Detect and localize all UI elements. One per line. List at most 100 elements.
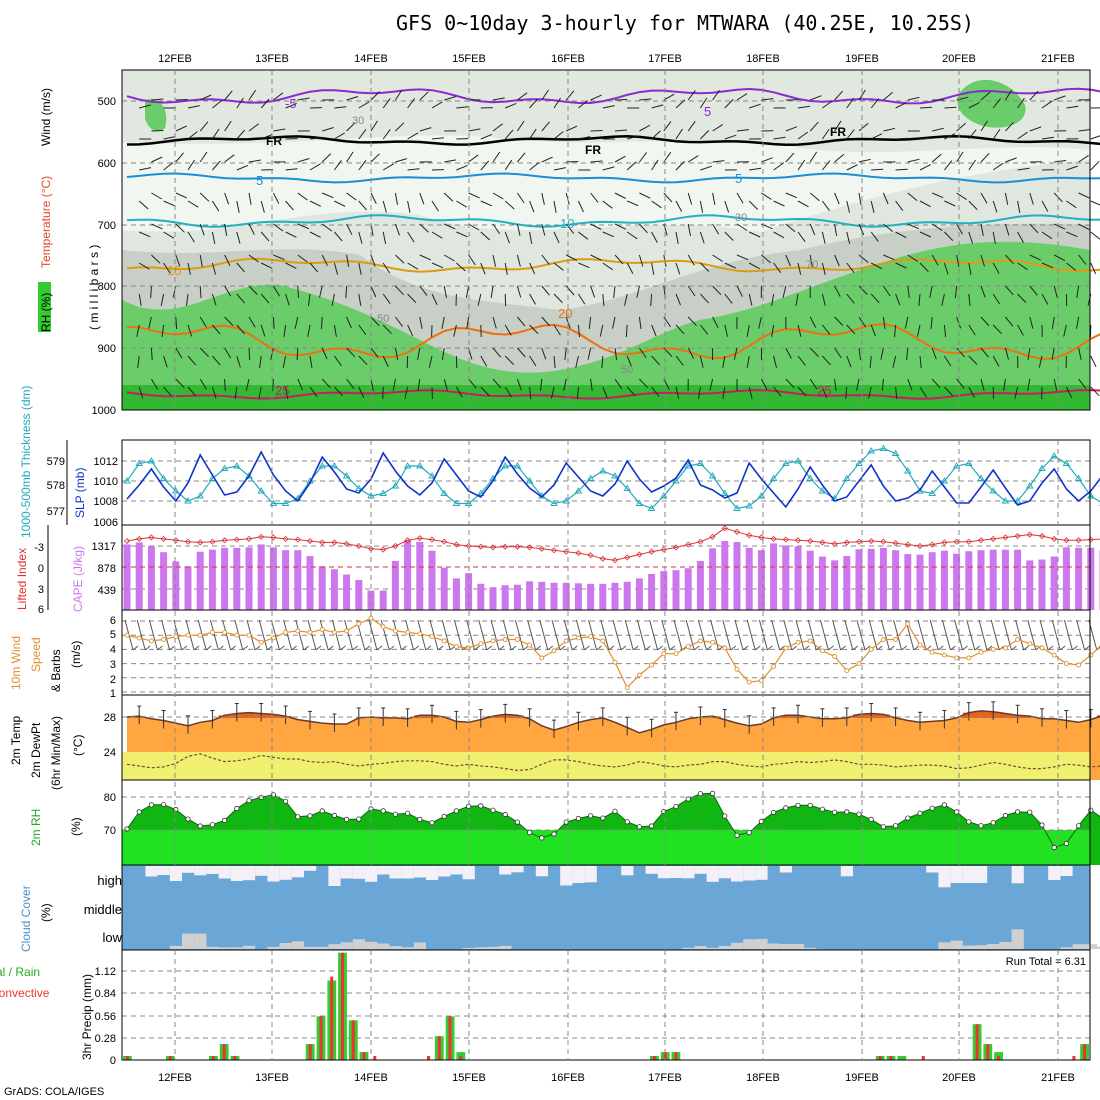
temperature-axis-label: Temperature (°C): [39, 176, 53, 268]
upper-wind-barb: [175, 125, 187, 132]
upper-wind-barb: [211, 128, 220, 140]
lifted-index-point: [819, 539, 826, 546]
rh-point: [539, 835, 545, 841]
cape-bar: [404, 540, 412, 610]
upper-wind-barb: [224, 378, 226, 392]
thickness-point: [782, 459, 790, 466]
surface-wind-barb: [1023, 645, 1029, 651]
upper-wind-barb: [675, 355, 684, 366]
thickness-point: [1026, 482, 1034, 489]
upper-wind-barb: [773, 231, 785, 239]
upper-wind-barb: [638, 347, 647, 359]
cape-bar: [294, 550, 302, 610]
cape-bar: [721, 541, 729, 610]
lifted-index-point: [1038, 532, 1046, 540]
upper-wind-barb: [138, 200, 149, 210]
upper-wind-barb: [639, 152, 647, 163]
upper-wind-barb: [577, 293, 586, 305]
wind-speed-point: [832, 654, 838, 659]
cape-bar: [587, 583, 595, 610]
pressure-tick: 600: [98, 158, 116, 170]
lifted-index-point: [916, 542, 924, 550]
pressure-tick: 900: [98, 343, 116, 355]
upper-wind-barb: [822, 160, 831, 171]
cape-bar: [172, 561, 180, 610]
upper-wind-barb: [444, 96, 456, 101]
cape-bar: [440, 567, 448, 610]
upper-wind-barb: [163, 162, 174, 171]
li-tick: -3: [34, 542, 44, 554]
surface-wind-barb: [636, 619, 646, 651]
wind-speed-point: [1076, 662, 1082, 668]
temperature-line: [126, 710, 1100, 734]
upper-wind-barb: [1029, 223, 1039, 234]
lifted-index-point: [794, 537, 802, 544]
thickness-point: [989, 487, 997, 494]
upper-wind-barb: [224, 285, 232, 297]
upper-wind-barb: [504, 262, 508, 275]
cape-bar: [1050, 556, 1058, 610]
surface-wind-barb: [950, 645, 956, 651]
cape-bar: [843, 556, 851, 610]
upper-wind-barb: [1017, 167, 1030, 171]
thickness-point: [806, 474, 814, 481]
cape-bar: [1075, 547, 1083, 610]
upper-wind-barb: [736, 192, 744, 204]
high-cloud-bar: [731, 866, 744, 882]
upper-wind-barb: [309, 355, 313, 368]
lifted-index-point: [1075, 537, 1082, 544]
high-cloud-bar: [962, 866, 975, 883]
high-cloud-bar: [621, 866, 634, 876]
cape-bar: [526, 581, 534, 610]
convective-axis-label: Convective: [0, 986, 50, 1000]
upper-wind-barb: [1029, 192, 1034, 205]
upper-wind-barb: [578, 136, 591, 140]
wind-speed-point: [1063, 661, 1069, 667]
thickness-point: [184, 497, 192, 504]
upper-wind-barb: [151, 130, 164, 132]
lifted-index-point: [1087, 536, 1094, 543]
upper-wind-barb: [834, 347, 842, 359]
upper-wind-barb: [773, 262, 782, 273]
upper-wind-barb: [930, 316, 933, 329]
wind-speed-point: [478, 641, 484, 647]
surface-wind-barb: [498, 645, 505, 651]
upper-wind-barb: [236, 324, 245, 335]
upper-wind-barb: [980, 285, 986, 298]
thickness-tick: 579: [47, 456, 65, 468]
surface-wind-barb: [742, 645, 749, 651]
upper-wind-barb: [443, 223, 456, 230]
temperature-max-fill: [999, 713, 1012, 718]
cape-axis-label: CAPE (J/kg): [71, 546, 85, 612]
thickness-point: [952, 462, 961, 469]
rh-point: [246, 797, 252, 804]
temp2m-series: [122, 701, 1100, 780]
upper-wind-barb: [700, 293, 709, 304]
thickness-point: [342, 472, 351, 479]
wind-tick: 3: [110, 659, 116, 671]
upper-wind-barb: [456, 164, 468, 171]
upper-wind-barb: [980, 316, 990, 327]
surface-wind-barb: [917, 619, 927, 651]
low-cloud-bar: [328, 944, 341, 949]
upper-wind-barb: [175, 192, 188, 199]
high-cloud-bar: [182, 866, 195, 873]
isotherm-line-FR: [126, 134, 1100, 146]
surface-wind-barb: [620, 645, 627, 651]
upper-wind-barb: [712, 160, 725, 163]
date-label-bottom: 12FEB: [158, 1072, 192, 1084]
thickness-point: [501, 462, 509, 469]
date-label-bottom: 21FEB: [1041, 1072, 1075, 1084]
upper-wind-barb: [846, 231, 851, 244]
upper-wind-barb: [882, 285, 891, 297]
high-cloud-bar: [304, 866, 317, 871]
upper-wind-barb: [565, 125, 578, 132]
upper-wind-barb: [258, 386, 262, 399]
upper-wind-barb: [724, 99, 734, 109]
upper-wind-barb: [639, 98, 652, 101]
rh-point: [783, 805, 789, 811]
low-cloud-bar: [474, 947, 487, 949]
thickness-point: [1001, 497, 1010, 504]
wind-speed-point: [1015, 637, 1021, 642]
surface-wind-barb: [706, 645, 712, 651]
